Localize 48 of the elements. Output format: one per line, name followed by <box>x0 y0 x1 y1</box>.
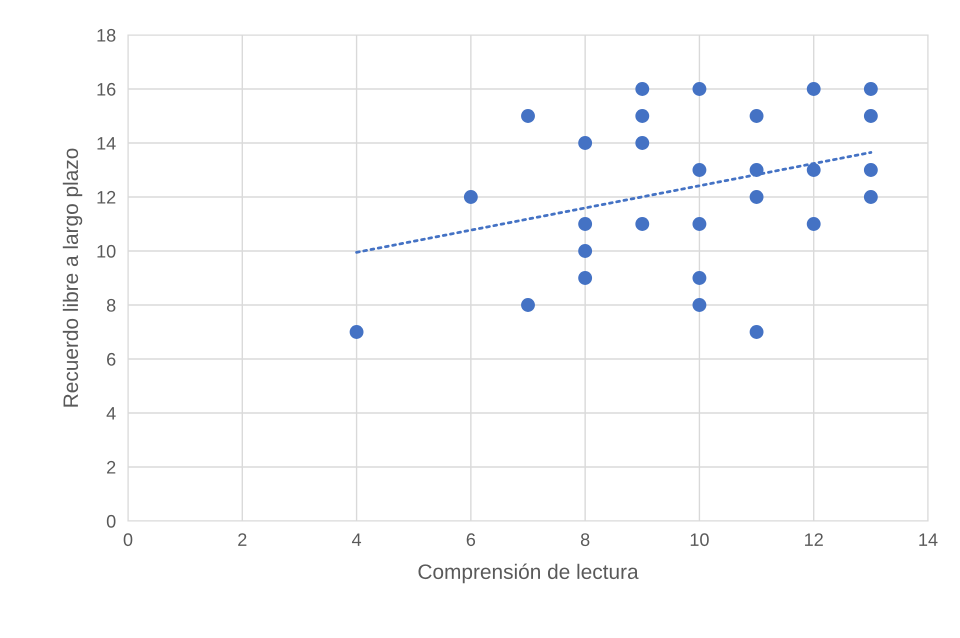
point <box>806 217 821 231</box>
y-tick-label: 12 <box>97 190 116 204</box>
x-tick-label: 2 <box>238 533 246 546</box>
y-tick-label: 8 <box>106 298 116 312</box>
point <box>692 163 706 177</box>
x-tick-label: 10 <box>690 533 709 546</box>
x-tick-label: 14 <box>919 533 938 546</box>
y-tick-label: 10 <box>97 244 116 258</box>
y-tick-label: 0 <box>106 514 116 528</box>
point <box>750 325 764 339</box>
y-tick-label: 16 <box>97 82 116 96</box>
y-tick-label: 2 <box>107 460 116 474</box>
point <box>806 82 821 96</box>
point <box>635 217 650 231</box>
point <box>864 109 878 123</box>
point <box>578 217 592 231</box>
point <box>750 190 764 204</box>
point <box>692 217 706 231</box>
x-tick-label: 0 <box>124 533 132 546</box>
point <box>864 163 878 177</box>
point <box>635 109 650 123</box>
point <box>635 82 650 96</box>
point <box>864 190 878 204</box>
x-tick-label: 8 <box>580 533 590 546</box>
y-axis-title: Recuerdo libre a largo plazo <box>62 148 82 407</box>
y-tick-label: 4 <box>106 407 116 420</box>
point <box>578 271 592 285</box>
y-tick-label: 6 <box>107 352 116 366</box>
point <box>806 163 821 177</box>
y-tick-label: 14 <box>97 137 116 150</box>
point <box>692 298 706 312</box>
point <box>578 244 592 258</box>
point <box>635 136 650 150</box>
point <box>350 325 364 339</box>
x-tick-label: 6 <box>466 533 476 546</box>
point <box>692 271 706 285</box>
point <box>692 82 706 96</box>
point <box>464 190 478 204</box>
point <box>578 136 592 150</box>
y-tick-label: 18 <box>97 28 116 42</box>
point <box>521 298 535 312</box>
point <box>750 109 764 123</box>
x-tick-label: 4 <box>352 533 362 546</box>
point <box>521 109 535 123</box>
point <box>750 163 764 177</box>
x-tick-label: 12 <box>805 533 823 546</box>
x-axis-title: Comprensión de lectura <box>418 564 639 584</box>
point <box>864 82 878 96</box>
